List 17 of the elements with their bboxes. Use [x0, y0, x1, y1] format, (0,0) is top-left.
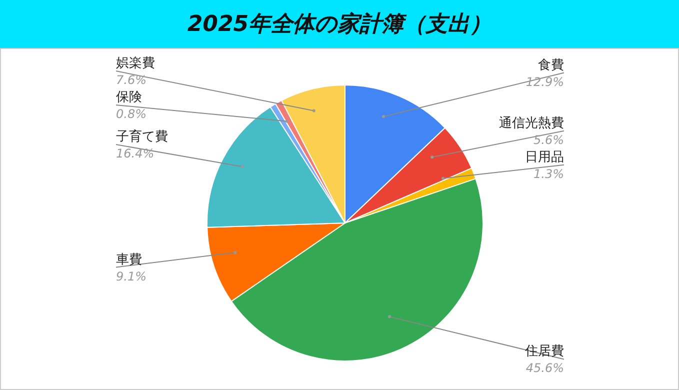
- slice-label: 住居費: [524, 344, 564, 360]
- slice-label: 通信光熱費: [499, 116, 564, 131]
- slice-label: 食費: [538, 58, 564, 73]
- data-label: 16.4%: [116, 146, 154, 161]
- chart-title: 2025年全体の家計簿（支出）: [0, 0, 679, 48]
- data-label: 5.6%: [534, 132, 564, 147]
- data-label: 45.6%: [526, 361, 564, 376]
- data-label: 7.6%: [116, 73, 146, 87]
- data-label: 1.3%: [534, 166, 564, 181]
- slice-label: 娯楽費: [116, 56, 155, 71]
- slice-label: 車費: [116, 252, 142, 268]
- slice-label: 子育て費: [116, 128, 168, 145]
- data-label: 12.9%: [526, 74, 564, 89]
- data-label: 9.1%: [116, 269, 146, 284]
- slice-label: 日用品: [525, 150, 564, 165]
- data-label: 0.8%: [116, 107, 146, 121]
- slice-label: 保険: [116, 90, 142, 105]
